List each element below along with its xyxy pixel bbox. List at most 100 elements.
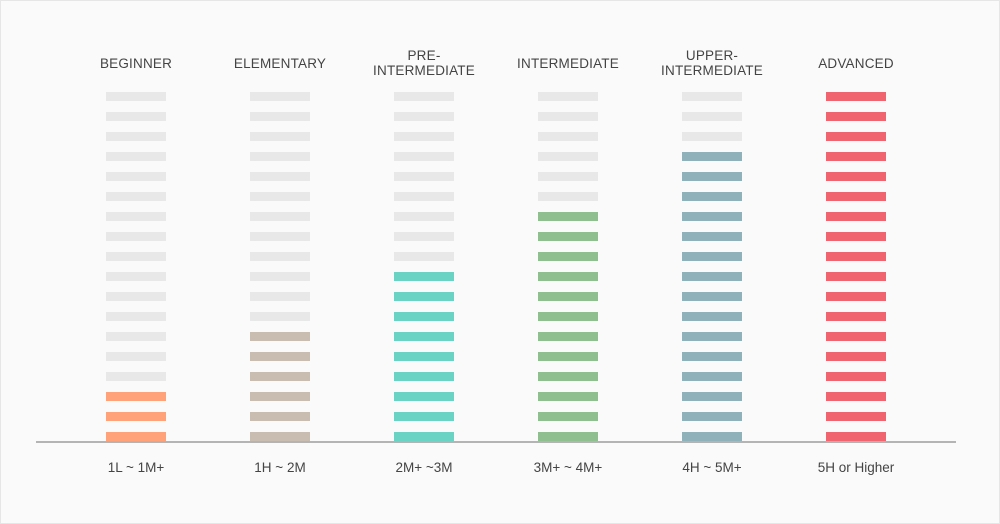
bar-segment-empty bbox=[106, 212, 166, 221]
bar-segment-filled bbox=[250, 332, 310, 341]
bar-segment-filled bbox=[682, 292, 742, 301]
bar-segment-empty bbox=[394, 192, 454, 201]
bar-segment-empty bbox=[394, 92, 454, 101]
bar-segment-filled bbox=[538, 332, 598, 341]
bar-segment-filled bbox=[682, 332, 742, 341]
bar-segment-filled bbox=[682, 432, 742, 441]
bar-segment-filled bbox=[826, 272, 886, 281]
bar-segment-filled bbox=[394, 412, 454, 421]
bar-segment-filled bbox=[826, 112, 886, 121]
bar-segment-filled bbox=[394, 272, 454, 281]
bar-segment-filled bbox=[826, 172, 886, 181]
bar-segment-filled bbox=[106, 432, 166, 441]
bar-segment-filled bbox=[682, 372, 742, 381]
bar-segment-filled bbox=[250, 412, 310, 421]
bar-column-3: INTERMEDIATE 3M+ ~ 4M+ bbox=[517, 56, 619, 475]
bar-segment-filled bbox=[826, 372, 886, 381]
bar-segment-empty bbox=[106, 292, 166, 301]
bar-segment-empty bbox=[394, 252, 454, 261]
bar-segment-filled bbox=[538, 412, 598, 421]
bar-segment-filled bbox=[394, 392, 454, 401]
bar-segment-empty bbox=[106, 332, 166, 341]
bar-column-1: ELEMENTARY 1H ~ 2M bbox=[234, 56, 326, 475]
bar-segment-filled bbox=[682, 172, 742, 181]
bar-segment-empty bbox=[538, 92, 598, 101]
bar-segment-empty bbox=[106, 112, 166, 121]
bar-segment-filled bbox=[538, 372, 598, 381]
bar-segment-filled bbox=[826, 392, 886, 401]
bar-segment-filled bbox=[826, 152, 886, 161]
bar-segment-empty bbox=[106, 92, 166, 101]
bar-segment-filled bbox=[394, 352, 454, 361]
bar-segment-empty bbox=[682, 132, 742, 141]
bar-segment-filled bbox=[826, 292, 886, 301]
bar-segment-filled bbox=[394, 312, 454, 321]
bar-column-4: UPPER-INTERMEDIATE 4H ~ 5M+ bbox=[661, 48, 763, 475]
bar-segment-filled bbox=[538, 232, 598, 241]
bar-segment-empty bbox=[682, 112, 742, 121]
bar-segment-filled bbox=[394, 372, 454, 381]
bar-segment-empty bbox=[538, 172, 598, 181]
category-label: PRE-INTERMEDIATE bbox=[373, 48, 475, 78]
bar-segment-empty bbox=[106, 312, 166, 321]
bar-segment-filled bbox=[538, 292, 598, 301]
bar-segment-empty bbox=[250, 192, 310, 201]
bar-column-0: BEGINNER 1L ~ 1M+ bbox=[100, 56, 172, 475]
tick-label: 3M+ ~ 4M+ bbox=[534, 460, 603, 475]
bar-segment-filled bbox=[394, 332, 454, 341]
bar-segment-empty bbox=[394, 232, 454, 241]
bar-segment-filled bbox=[250, 432, 310, 441]
bar-segment-empty bbox=[538, 132, 598, 141]
bar-segment-empty bbox=[250, 132, 310, 141]
bar-segment-empty bbox=[106, 172, 166, 181]
bar-segment-empty bbox=[106, 152, 166, 161]
bar-segment-empty bbox=[250, 272, 310, 281]
bar-segment-filled bbox=[538, 352, 598, 361]
bar-segment-filled bbox=[826, 232, 886, 241]
bar-column-5: ADVANCED 5H or Higher bbox=[818, 56, 895, 475]
category-label: ADVANCED bbox=[818, 56, 894, 71]
bar-segment-empty bbox=[250, 292, 310, 301]
bar-segment-filled bbox=[538, 312, 598, 321]
bar-segment-empty bbox=[250, 312, 310, 321]
bar-segment-filled bbox=[826, 332, 886, 341]
bar-segment-empty bbox=[538, 112, 598, 121]
bar-segment-filled bbox=[682, 192, 742, 201]
bar-segment-empty bbox=[106, 372, 166, 381]
tick-label: 1L ~ 1M+ bbox=[108, 460, 165, 475]
category-label: INTERMEDIATE bbox=[517, 56, 619, 71]
bar-segment-filled bbox=[682, 272, 742, 281]
bar-segment-filled bbox=[682, 412, 742, 421]
bar-segment-filled bbox=[250, 352, 310, 361]
bar-segment-filled bbox=[538, 212, 598, 221]
bar-segment-empty bbox=[250, 112, 310, 121]
bar-segment-filled bbox=[538, 252, 598, 261]
bar-segment-empty bbox=[250, 212, 310, 221]
bar-segment-filled bbox=[106, 392, 166, 401]
category-label: UPPER-INTERMEDIATE bbox=[661, 48, 763, 78]
bar-segment-filled bbox=[106, 412, 166, 421]
bar-segment-empty bbox=[394, 132, 454, 141]
bar-segment-filled bbox=[250, 372, 310, 381]
bar-segment-empty bbox=[394, 112, 454, 121]
bar-segment-empty bbox=[106, 232, 166, 241]
bar-segment-filled bbox=[250, 392, 310, 401]
tick-label: 2M+ ~3M bbox=[395, 460, 452, 475]
bar-segment-filled bbox=[826, 92, 886, 101]
category-label: BEGINNER bbox=[100, 56, 172, 71]
bar-segment-empty bbox=[250, 152, 310, 161]
tick-label: 4H ~ 5M+ bbox=[682, 460, 741, 475]
bar-segment-empty bbox=[394, 212, 454, 221]
bar-segment-empty bbox=[250, 92, 310, 101]
tick-label: 1H ~ 2M bbox=[254, 460, 305, 475]
bar-segment-filled bbox=[826, 252, 886, 261]
bar-segment-filled bbox=[682, 152, 742, 161]
bar-segment-filled bbox=[682, 252, 742, 261]
bar-segment-filled bbox=[826, 412, 886, 421]
bar-segment-filled bbox=[826, 312, 886, 321]
bar-segment-filled bbox=[394, 432, 454, 441]
bar-segment-empty bbox=[106, 132, 166, 141]
bar-segment-empty bbox=[250, 232, 310, 241]
bar-segment-filled bbox=[538, 272, 598, 281]
category-label: ELEMENTARY bbox=[234, 56, 326, 71]
